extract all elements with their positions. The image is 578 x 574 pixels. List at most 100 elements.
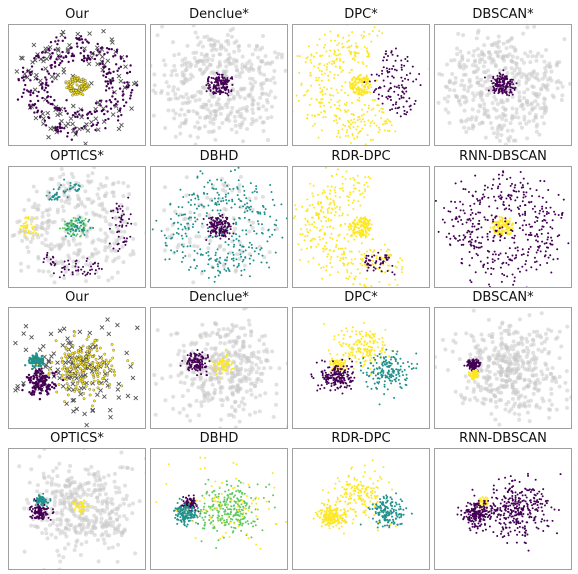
cluster-point-purple xyxy=(513,234,516,237)
noise-point xyxy=(454,95,459,100)
noise-point xyxy=(199,104,204,109)
cluster-point-teal xyxy=(199,248,202,251)
cluster-point-purple xyxy=(121,98,125,101)
cluster-point-teal xyxy=(31,367,34,371)
noise-point xyxy=(182,112,187,117)
noise-point xyxy=(136,106,140,110)
noise-point xyxy=(460,57,465,62)
cluster-point-purple xyxy=(33,102,37,106)
noise-point xyxy=(96,213,101,218)
cluster-point-yellow xyxy=(336,122,339,125)
noise-point xyxy=(217,125,222,130)
scatter-panel-6: DBHD xyxy=(150,149,288,288)
cluster-point-purple xyxy=(377,97,380,100)
cluster-point-yellow xyxy=(494,231,497,234)
noise-point xyxy=(243,64,248,69)
cluster-point-purple xyxy=(46,70,49,73)
cluster-point-purple xyxy=(125,240,128,243)
cluster-point-yellow xyxy=(353,51,356,54)
cluster-point-teal xyxy=(184,254,187,257)
noise-point xyxy=(111,194,116,199)
cluster-point-yellow xyxy=(316,79,319,82)
noise-point xyxy=(65,197,70,202)
noise-point xyxy=(501,56,506,61)
cluster-point-purple xyxy=(517,267,520,270)
scatter-panel-5: OPTICS* xyxy=(8,149,146,288)
cluster-point-purple xyxy=(476,198,479,201)
cluster-point-purple xyxy=(536,240,539,243)
noise-point xyxy=(226,52,231,57)
cluster-point-yellow xyxy=(341,85,344,88)
cluster-point-teal xyxy=(248,257,251,260)
noise-point xyxy=(31,184,36,189)
cluster-point-yellow xyxy=(306,234,309,237)
cluster-point-purple xyxy=(24,83,27,87)
noise-mark xyxy=(66,386,72,392)
noise-point xyxy=(527,111,532,116)
noise-point xyxy=(195,244,200,249)
cluster-point-teal xyxy=(184,227,187,230)
cluster-point-yellow xyxy=(350,258,353,261)
noise-point xyxy=(164,80,169,85)
cluster-point-yellow xyxy=(378,128,381,131)
noise-point xyxy=(199,51,204,56)
cluster-point-purple xyxy=(96,121,100,124)
cluster-point-purple xyxy=(524,263,527,266)
cluster-point-purple xyxy=(29,379,33,382)
cluster-point-teal xyxy=(173,251,176,254)
cluster-point-purple xyxy=(508,204,511,207)
cluster-point-purple xyxy=(498,227,501,230)
cluster-point-purple xyxy=(212,229,215,232)
cluster-point-teal xyxy=(196,218,199,221)
cluster-point-teal xyxy=(71,227,74,230)
cluster-point-yellow xyxy=(309,59,312,62)
noise-point xyxy=(515,55,520,60)
cluster-point-teal xyxy=(242,205,245,208)
cluster-point-yellow xyxy=(358,99,361,102)
noise-mark xyxy=(63,360,68,365)
cluster-point-purple xyxy=(375,87,378,90)
cluster-point-yellow xyxy=(329,198,332,201)
noise-point xyxy=(265,116,270,121)
cluster-point-purple xyxy=(215,89,218,92)
noise-mark xyxy=(124,350,129,356)
cluster-point-purple xyxy=(497,81,500,84)
noise-point xyxy=(473,117,478,122)
cluster-point-teal xyxy=(223,268,226,271)
cluster-point-purple xyxy=(126,222,129,225)
cluster-point-teal xyxy=(76,189,79,192)
cluster-point-yellow xyxy=(346,40,349,43)
cluster-point-purple xyxy=(111,86,114,89)
cluster-point-yellow xyxy=(373,122,376,125)
cluster-point-yellow xyxy=(312,124,315,127)
cluster-point-teal xyxy=(51,194,54,197)
cluster-point-yellow xyxy=(354,77,357,80)
cluster-point-purple xyxy=(525,224,528,227)
cluster-point-yellow xyxy=(312,237,315,240)
cluster-point-yellow xyxy=(353,238,356,241)
cluster-point-yellow xyxy=(18,227,21,230)
noise-point xyxy=(260,86,265,91)
noise-point xyxy=(560,93,565,98)
cluster-point-teal xyxy=(202,205,205,208)
cluster-point-teal xyxy=(81,220,84,223)
noise-point xyxy=(25,237,30,242)
cluster-point-yellow xyxy=(371,263,374,266)
cluster-point-purple xyxy=(550,239,553,242)
noise-point xyxy=(445,99,450,104)
cluster-point-purple xyxy=(470,238,473,241)
cluster-point-purple xyxy=(28,103,31,106)
cluster-point-yellow xyxy=(365,88,368,91)
cluster-point-yellow xyxy=(30,223,33,226)
cluster-point-purple xyxy=(128,70,132,74)
cluster-point-purple xyxy=(212,226,215,229)
cluster-point-purple xyxy=(123,237,126,240)
cluster-point-teal xyxy=(175,212,178,215)
cluster-point-teal xyxy=(196,175,199,178)
cluster-point-teal xyxy=(207,204,210,207)
cluster-point-yellow xyxy=(317,200,320,203)
cluster-point-yellow xyxy=(357,86,360,89)
scatter-panel-8: RNN-DBSCAN xyxy=(434,149,572,288)
noise-point xyxy=(514,110,519,115)
cluster-point-teal xyxy=(280,203,283,206)
